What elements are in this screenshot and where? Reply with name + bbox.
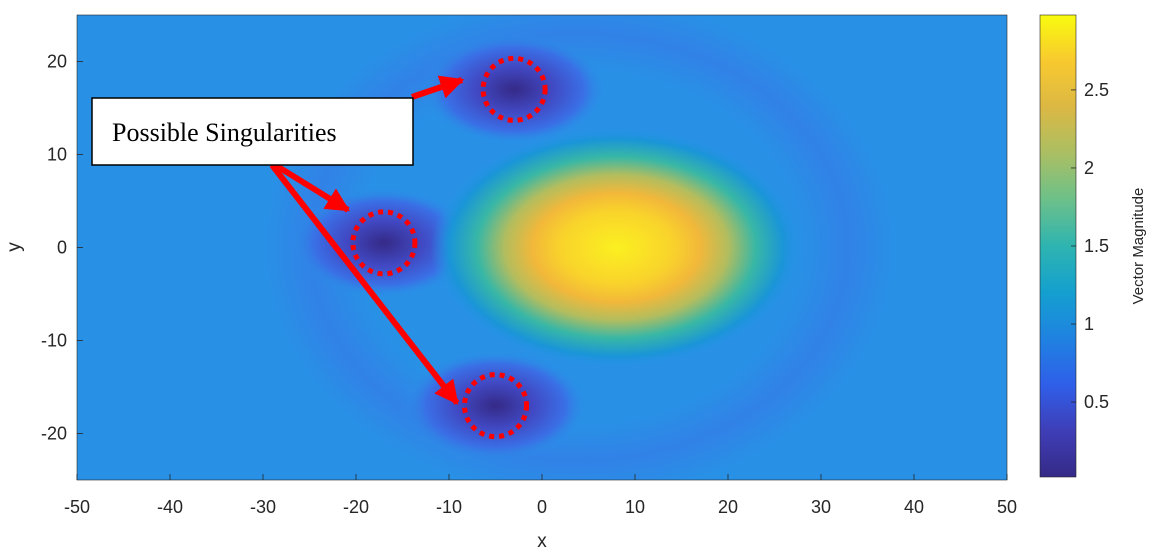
annotation-text: Possible Singularities [112,118,337,147]
x-tick-label: 30 [811,497,831,517]
x-tick-label: 10 [625,497,645,517]
x-tick-label: 20 [718,497,738,517]
x-tick-label: 40 [904,497,924,517]
y-axis-label: y [4,242,25,252]
minimum-region-1 [421,33,608,146]
x-tick-label: -40 [157,497,183,517]
colorbar-label: Vector Magnitude [1130,188,1147,305]
colorbar-tick-label: 0.5 [1084,392,1109,412]
heatmap [77,15,1007,480]
annotation-box [91,97,414,166]
x-tick-label: -20 [343,497,369,517]
peak-region [430,126,803,369]
x-tick-label: -10 [436,497,462,517]
colorbar-tick-label: 1.5 [1084,236,1109,256]
annotation-arrow-middle [270,160,351,213]
colorbar: 0.5 1 1.5 2 2.5 Vector Magnitude [1039,14,1147,478]
colorbar-tick-label: 1 [1084,314,1094,334]
x-tick-label: 50 [997,497,1017,517]
x-axis: -50 -40 -30 -20 -10 0 10 20 30 40 50 [64,474,1017,517]
x-tick-label: 0 [537,497,547,517]
singularity-circle-2 [350,209,418,277]
singularity-annotation: Possible Singularities [91,55,548,440]
singularity-circle-3 [462,372,529,440]
colorbar-tick-label: 2 [1084,158,1094,178]
x-tick-label: -50 [64,497,90,517]
colorbar-gradient [1039,14,1077,478]
y-tick-label: 0 [57,238,67,258]
y-tick-label: 20 [47,52,67,72]
minimum-region-2 [290,187,477,299]
x-axis-label: x [537,531,547,552]
y-tick-label: -10 [41,331,67,351]
annotation-arrow-bottom [269,163,460,405]
y-axis: -20 -10 0 10 20 [41,52,83,444]
annotation-arrow-top [411,75,465,100]
minimum-region-3 [402,349,589,462]
colorbar-tick-label: 2.5 [1084,80,1109,100]
y-tick-label: 10 [47,145,67,165]
y-tick-label: -20 [41,424,67,444]
singularity-circle-1 [480,55,548,123]
x-tick-label: -30 [250,497,276,517]
